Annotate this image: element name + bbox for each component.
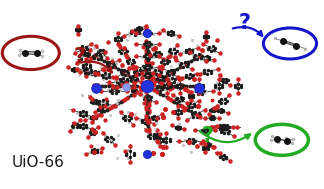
Circle shape (263, 28, 317, 59)
Text: UiO-66: UiO-66 (11, 155, 64, 170)
Circle shape (255, 124, 308, 155)
Text: ?: ? (238, 13, 251, 33)
Text: ?: ? (73, 47, 86, 67)
Text: ?: ? (201, 126, 214, 146)
Circle shape (2, 36, 59, 70)
